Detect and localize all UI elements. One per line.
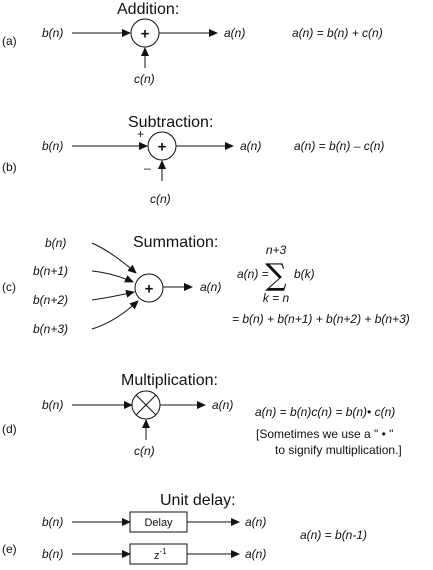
subtraction-tag: (b) — [2, 160, 17, 174]
multiplication-input-c: c(n) — [134, 444, 155, 458]
z-inverse-box-label: z-1 — [154, 547, 167, 562]
subtraction-equation: a(n) = b(n) – c(n) — [294, 139, 384, 153]
summation-input-3: b(n+3) — [33, 322, 68, 336]
z-inverse-base: z — [154, 550, 160, 562]
addition-plus-symbol: + — [141, 26, 150, 43]
subtraction-plus-symbol: + — [158, 139, 167, 156]
summation-expanded-equation: = b(n) + b(n+1) + b(n+2) + b(n+3) — [232, 312, 410, 326]
summation-title: Summation: — [133, 234, 218, 251]
addition-input-b: b(n) — [42, 26, 63, 40]
unit-delay-input-b-top: b(n) — [42, 515, 63, 529]
summation-eq-lhs: a(n) = — [237, 267, 269, 281]
summation-input-2-arrow — [91, 289, 135, 301]
subtraction-section: Subtraction: (b) b(n) + + – c(n) a(n) a(… — [2, 114, 384, 206]
summation-input-1-arrow — [91, 270, 134, 283]
addition-input-c: c(n) — [134, 72, 155, 86]
subtraction-input-c: c(n) — [150, 192, 171, 206]
summation-input-2: b(n+2) — [33, 293, 68, 307]
summation-sigma-upper: n+3 — [266, 243, 287, 257]
unit-delay-equation: a(n) = b(n-1) — [300, 528, 367, 542]
addition-tag: (a) — [2, 34, 17, 48]
summation-tag: (c) — [2, 280, 16, 294]
unit-delay-input-b-bottom: b(n) — [42, 547, 63, 561]
summation-input-3-arrow — [91, 300, 139, 330]
addition-title: Addition: — [117, 1, 179, 18]
subtraction-plus-sign: + — [137, 127, 144, 141]
summation-sigma-term: b(k) — [294, 267, 315, 281]
summation-plus-symbol: + — [145, 281, 154, 298]
multiplication-note-line-2: to signify multiplication.] — [275, 443, 402, 457]
subtraction-input-b: b(n) — [42, 139, 63, 153]
summation-input-0: b(n) — [45, 236, 66, 250]
summation-sigma-symbol: ∑ — [265, 258, 287, 293]
addition-output-a: a(n) — [224, 26, 245, 40]
addition-equation: a(n) = b(n) + c(n) — [292, 26, 383, 40]
summation-adder-node — [134, 273, 164, 303]
multiplication-title: Multiplication: — [121, 372, 218, 389]
summation-input-1: b(n+1) — [33, 264, 68, 278]
unit-delay-output-a-bottom: a(n) — [245, 547, 266, 561]
multiplication-note-line-1: [Sometimes we use a " • " — [256, 427, 393, 441]
summation-output-a: a(n) — [200, 280, 221, 294]
subtraction-title: Subtraction: — [128, 114, 213, 131]
multiplication-section: Multiplication: (d) b(n) c(n) a(n) a(n) … — [2, 372, 402, 458]
subtraction-output-a: a(n) — [240, 139, 261, 153]
delay-box-label: Delay — [144, 517, 173, 529]
unit-delay-tag: (e) — [2, 542, 17, 556]
unit-delay-output-a-top: a(n) — [245, 515, 266, 529]
addition-section: Addition: (a) b(n) + c(n) a(n) a(n) = b(… — [2, 1, 383, 86]
z-inverse-exponent: -1 — [160, 547, 168, 556]
unit-delay-title: Unit delay: — [160, 492, 236, 509]
unit-delay-section: Unit delay: (e) b(n) Delay a(n) b(n) z-1… — [2, 492, 367, 565]
multiplication-cross-line-2 — [135, 394, 157, 416]
multiplication-output-a: a(n) — [212, 398, 233, 412]
multiplication-tag: (d) — [2, 422, 17, 436]
multiplication-input-b: b(n) — [42, 398, 63, 412]
summation-input-0-arrow — [91, 242, 137, 274]
subtraction-minus-sign: – — [144, 161, 151, 175]
summation-section: Summation: (c) b(n) b(n+1) b(n+2) b(n+3)… — [2, 234, 410, 336]
summation-sigma-lower: k = n — [263, 291, 290, 305]
multiplication-equation: a(n) = b(n)c(n) = b(n)• c(n) — [255, 405, 395, 419]
